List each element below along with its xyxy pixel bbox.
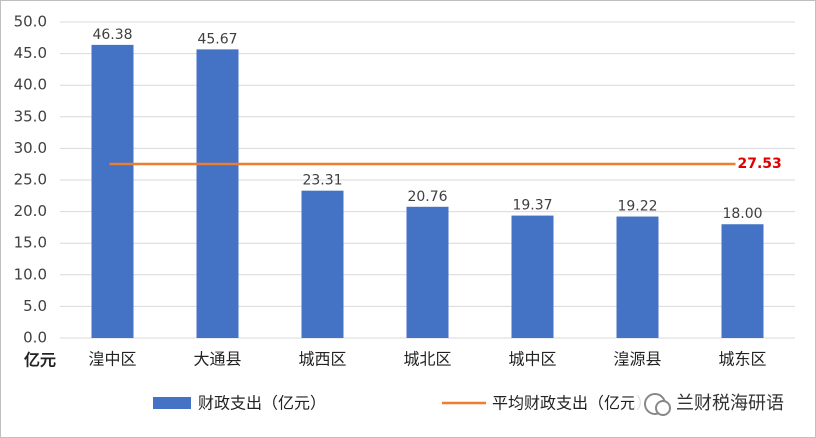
legend-label: 财政支出（亿元） bbox=[198, 394, 326, 413]
x-tick-label: 大通县 bbox=[193, 350, 241, 369]
legend-swatch bbox=[153, 397, 191, 409]
y-tick-label: 0.0 bbox=[23, 329, 47, 347]
bar bbox=[721, 224, 764, 338]
data-label: 45.67 bbox=[197, 31, 237, 47]
watermark-icon bbox=[655, 400, 671, 416]
x-tick-label: 湟中区 bbox=[88, 350, 136, 369]
y-tick-label: 25.0 bbox=[14, 171, 47, 189]
bar bbox=[196, 49, 239, 338]
bar bbox=[91, 44, 134, 339]
x-tick-label: 城东区 bbox=[718, 350, 766, 369]
data-label: 20.76 bbox=[407, 189, 447, 205]
x-tick-label: 城西区 bbox=[298, 350, 346, 369]
bar bbox=[301, 190, 344, 338]
bar bbox=[511, 215, 554, 338]
data-label: 23.31 bbox=[302, 173, 342, 189]
data-label: 19.22 bbox=[617, 199, 657, 215]
y-axis-label: 亿元 bbox=[24, 351, 56, 370]
y-tick-label: 50.0 bbox=[14, 13, 47, 31]
data-label: 19.37 bbox=[512, 198, 552, 214]
y-tick-label: 5.0 bbox=[23, 297, 47, 315]
y-tick-label: 40.0 bbox=[14, 76, 47, 94]
data-label: 46.38 bbox=[92, 27, 132, 43]
x-tick-label: 湟源县 bbox=[613, 350, 661, 369]
data-label: 18.00 bbox=[722, 206, 762, 222]
bar bbox=[616, 216, 659, 338]
y-tick-label: 30.0 bbox=[14, 139, 47, 157]
y-tick-label: 35.0 bbox=[14, 107, 47, 125]
average-label: 27.53 bbox=[738, 156, 782, 172]
y-tick-label: 20.0 bbox=[14, 202, 47, 220]
y-tick-label: 45.0 bbox=[14, 44, 47, 62]
watermark: 兰财税海研语 bbox=[676, 393, 784, 414]
x-tick-label: 城中区 bbox=[508, 350, 556, 369]
bar bbox=[406, 206, 449, 338]
y-tick-label: 10.0 bbox=[14, 265, 47, 283]
legend-label: 平均财政支出（亿元） bbox=[492, 394, 652, 413]
x-tick-label: 城北区 bbox=[403, 350, 451, 369]
y-tick-label: 15.0 bbox=[14, 234, 47, 252]
